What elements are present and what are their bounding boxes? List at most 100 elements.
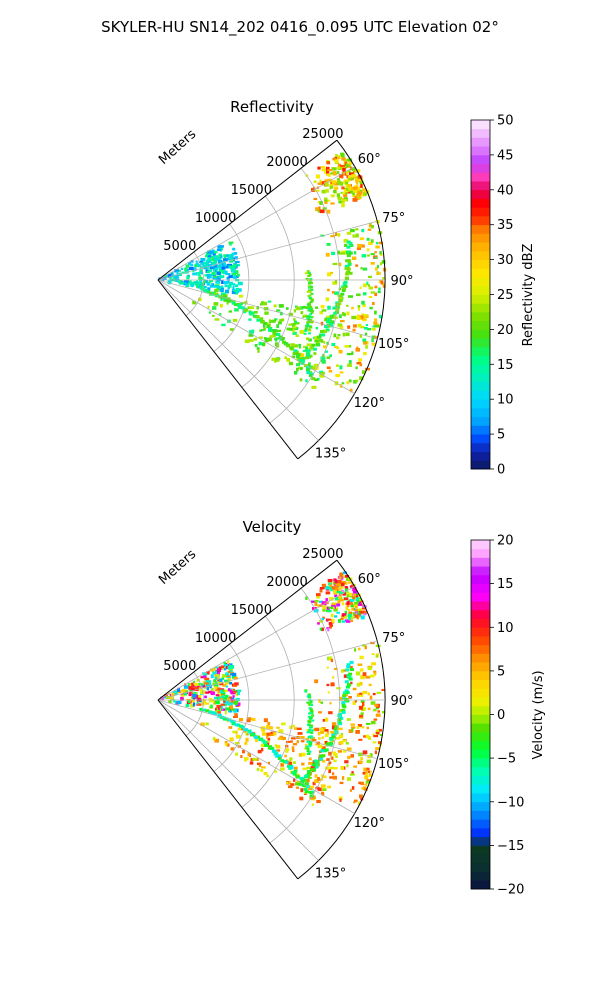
echo-gate	[188, 686, 193, 690]
echo-gate	[311, 377, 316, 381]
echo-gate	[229, 258, 234, 261]
echo-gate	[339, 590, 345, 594]
echo-gate	[307, 271, 311, 274]
echo-gate	[340, 292, 345, 296]
echo-gate	[252, 757, 258, 761]
echo-gate	[177, 700, 182, 704]
echo-gate	[231, 288, 236, 292]
echo-gate	[363, 613, 367, 616]
echo-gate	[290, 740, 293, 743]
echo-gate	[214, 288, 219, 293]
echo-gate	[224, 742, 228, 747]
echo-gate	[344, 680, 349, 684]
echo-gate	[248, 333, 254, 337]
echo-gate	[208, 269, 212, 272]
echo-gate	[337, 720, 342, 724]
echo-gate	[351, 607, 354, 611]
echo-gate	[306, 321, 310, 324]
colorbar-tick-label: 10	[497, 393, 514, 408]
echo-gate	[210, 674, 214, 679]
echo-gate	[368, 774, 373, 777]
colorbar-segment	[471, 731, 490, 742]
echo-gate	[337, 196, 342, 200]
echo-gate	[264, 311, 269, 315]
echo-gate	[169, 277, 172, 281]
echo-gate	[308, 757, 312, 761]
echo-gate	[262, 342, 266, 347]
echo-gate	[374, 336, 378, 340]
echo-gate	[221, 676, 224, 680]
echo-gate	[348, 242, 353, 245]
echo-gate	[219, 303, 223, 308]
echo-gate	[309, 278, 313, 281]
echo-gate	[223, 270, 228, 273]
echo-gate	[306, 337, 310, 341]
echo-gate	[330, 202, 335, 205]
echo-gate	[355, 228, 359, 231]
echo-gate	[325, 743, 330, 747]
echo-gate	[206, 274, 212, 278]
echo-gate	[356, 193, 362, 197]
echo-gate	[214, 285, 219, 288]
echo-gate	[274, 770, 277, 773]
echo-gate	[348, 602, 353, 605]
echo-gate	[257, 749, 262, 754]
colorbar-segment	[471, 740, 490, 750]
echo-gate	[259, 317, 264, 321]
echo-gate	[341, 704, 346, 707]
echo-gate	[326, 315, 331, 319]
colorbar-segment	[471, 723, 490, 733]
echo-gate	[202, 699, 207, 703]
echo-gate	[199, 269, 203, 272]
echo-gate	[340, 617, 344, 620]
echo-gate	[322, 181, 326, 186]
echo-gate	[285, 744, 289, 748]
echo-gate	[223, 717, 227, 721]
echo-gate	[329, 702, 332, 705]
echo-gate	[337, 600, 341, 604]
echo-gate	[274, 337, 277, 341]
echo-gate	[346, 353, 352, 356]
echo-gate	[294, 371, 298, 375]
echo-gate	[210, 704, 213, 709]
echo-gate	[198, 698, 202, 701]
echo-gate	[247, 752, 250, 757]
echo-gate	[355, 366, 358, 370]
echo-gate	[361, 787, 366, 790]
echo-gate	[263, 718, 268, 723]
echo-gate	[370, 701, 376, 705]
echo-gate	[223, 255, 226, 259]
echo-gate	[326, 356, 331, 360]
echo-gate	[354, 614, 359, 618]
echo-gate	[334, 594, 338, 597]
echo-gate	[221, 270, 224, 273]
echo-gate	[352, 687, 357, 691]
echo-gate	[362, 644, 365, 647]
echo-gate	[368, 683, 372, 687]
echo-gate	[227, 666, 230, 670]
echo-gate	[366, 281, 369, 286]
echo-gate	[346, 171, 349, 175]
echo-gate	[357, 305, 361, 309]
echo-gate	[221, 323, 226, 327]
echo-gate	[325, 766, 330, 770]
echo-gate	[286, 327, 291, 331]
echo-gate	[360, 675, 365, 680]
echo-gate	[286, 344, 291, 348]
echo-gate	[334, 291, 340, 295]
echo-gate	[293, 769, 298, 773]
echo-gate	[317, 182, 323, 185]
azimuth-spoke	[157, 640, 378, 701]
echo-gate	[266, 725, 270, 729]
echo-gate	[340, 766, 345, 770]
echo-gate	[374, 267, 378, 271]
echo-gate	[368, 223, 372, 228]
colorbar-segment	[471, 784, 490, 794]
range-tick-label: 5000	[163, 659, 196, 674]
echo-gate	[231, 290, 236, 294]
echo-gate	[364, 327, 368, 330]
echo-gate	[308, 374, 313, 378]
echo-gate	[373, 670, 377, 674]
colorbar-segment	[471, 250, 490, 261]
